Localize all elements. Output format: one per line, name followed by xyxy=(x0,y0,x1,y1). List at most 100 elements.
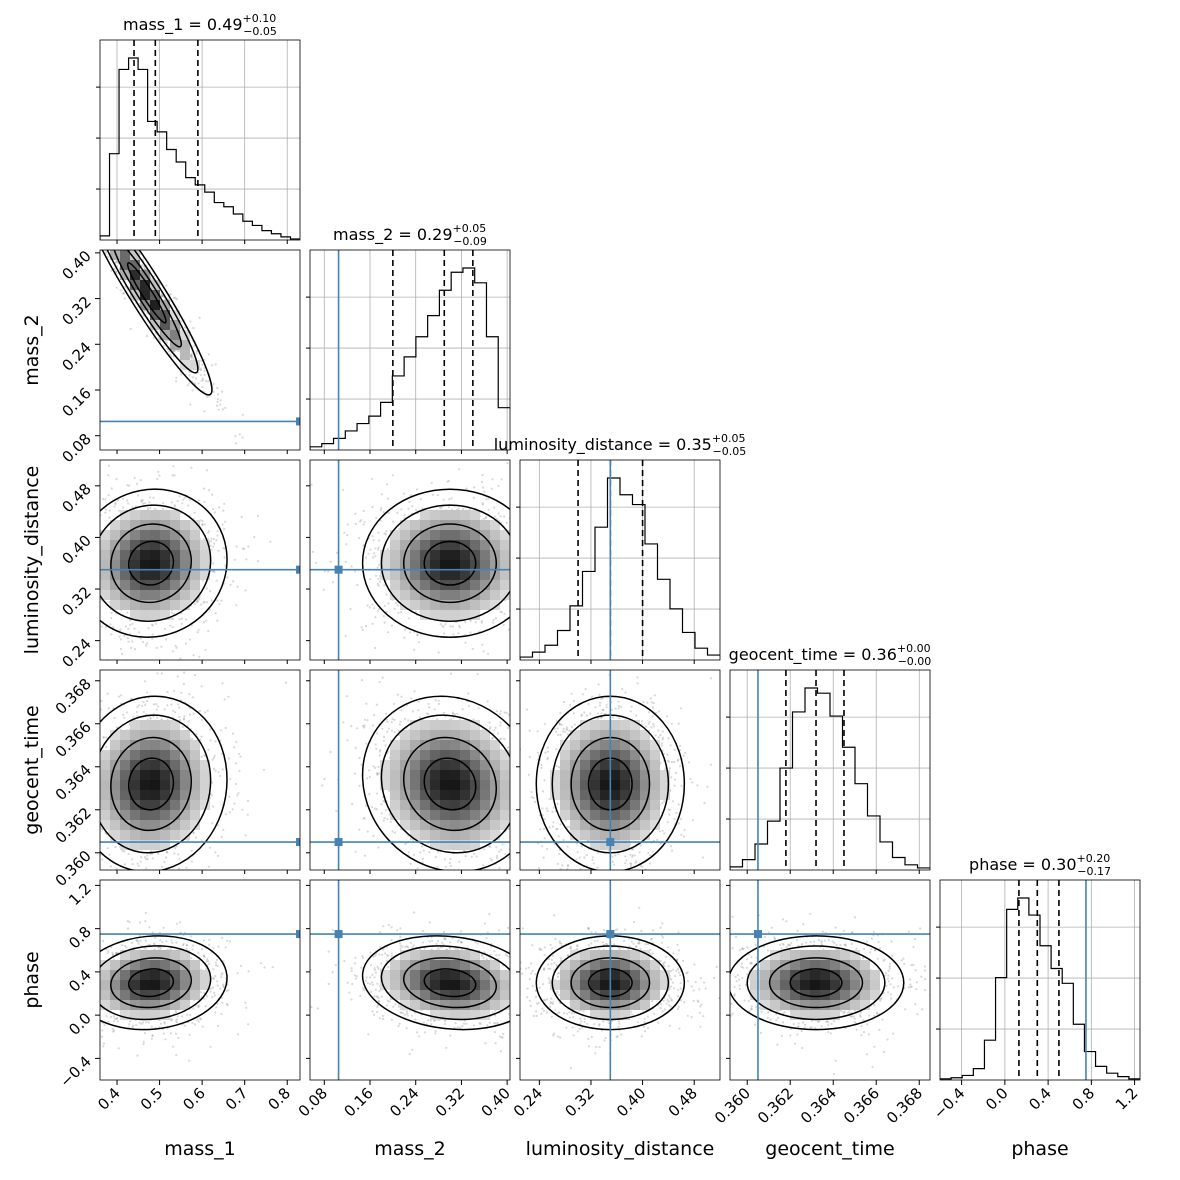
sample-point xyxy=(150,1037,153,1040)
sample-point xyxy=(182,683,185,686)
sample-point xyxy=(223,556,226,559)
sample-point xyxy=(200,735,203,738)
density-cell xyxy=(140,980,150,990)
sample-point xyxy=(87,578,89,580)
sample-point xyxy=(70,964,72,966)
sample-point xyxy=(224,946,227,949)
contour-level-2 xyxy=(111,250,183,348)
sample-point xyxy=(72,797,74,799)
density-cell xyxy=(160,970,170,980)
sample-point xyxy=(90,214,92,216)
sample-point xyxy=(142,700,145,704)
density-cell xyxy=(160,730,170,740)
sample-point xyxy=(175,376,178,379)
sample-point xyxy=(73,193,75,195)
density-shading xyxy=(100,720,210,850)
sample-point xyxy=(105,736,108,739)
sample-point xyxy=(236,972,239,975)
density-cell xyxy=(130,590,140,600)
sample-point xyxy=(112,233,114,235)
sample-point xyxy=(221,523,224,526)
sample-point xyxy=(198,1005,201,1008)
sample-point xyxy=(126,484,129,487)
density-cell xyxy=(100,530,110,540)
sample-point xyxy=(68,179,70,181)
sample-point xyxy=(227,663,229,665)
sample-point xyxy=(71,189,73,191)
sample-point xyxy=(403,492,406,495)
sample-point xyxy=(221,1001,224,1004)
sample-point xyxy=(90,577,92,579)
sample-point xyxy=(365,624,368,628)
sample-point xyxy=(97,226,99,228)
density-cell xyxy=(160,960,170,970)
sample-point xyxy=(121,233,123,235)
sample-point xyxy=(117,1047,120,1050)
sample-point xyxy=(76,565,78,567)
sample-point xyxy=(104,498,107,501)
sample-point xyxy=(180,622,183,625)
sample-point xyxy=(176,661,178,663)
sample-point xyxy=(200,718,204,721)
sample-point xyxy=(127,627,130,630)
density-cell xyxy=(120,770,130,780)
sample-point xyxy=(188,1059,191,1062)
sample-point xyxy=(88,211,90,213)
sample-point xyxy=(183,326,186,329)
sample-point xyxy=(114,248,116,250)
sample-point xyxy=(207,865,211,868)
sample-point xyxy=(139,637,142,640)
sample-point xyxy=(127,502,130,505)
sample-point xyxy=(241,436,244,439)
density-cell xyxy=(160,740,170,750)
sample-point xyxy=(17,93,19,95)
sample-point xyxy=(97,241,99,243)
sample-point xyxy=(129,235,131,237)
sample-point xyxy=(214,363,217,366)
density-cell xyxy=(170,970,180,980)
sample-point xyxy=(193,344,196,347)
sample-point xyxy=(212,545,215,548)
sample-point xyxy=(193,603,196,606)
sample-point xyxy=(124,245,126,247)
sample-point xyxy=(88,557,90,559)
sample-point xyxy=(165,851,169,854)
sample-point xyxy=(202,487,206,490)
density-cell xyxy=(100,560,110,570)
sample-point xyxy=(87,789,89,791)
sample-point xyxy=(188,1033,191,1036)
sample-point xyxy=(97,601,99,603)
sample-point xyxy=(127,640,130,643)
sample-point xyxy=(160,293,163,296)
sample-point xyxy=(101,497,105,501)
sample-point xyxy=(198,499,201,502)
sample-point xyxy=(80,837,82,839)
sample-point xyxy=(115,951,118,955)
sample-point xyxy=(192,1007,195,1010)
sample-point xyxy=(215,539,218,542)
density-cell xyxy=(140,760,150,770)
sample-point xyxy=(101,1029,104,1032)
sample-point xyxy=(211,493,214,496)
sample-point xyxy=(118,635,121,638)
sample-point xyxy=(97,565,99,567)
density-cell xyxy=(140,730,150,740)
density-cell xyxy=(180,350,190,360)
sample-point xyxy=(195,377,198,380)
sample-point xyxy=(216,984,219,987)
sample-point xyxy=(193,1023,196,1026)
sample-point xyxy=(91,619,93,621)
sample-point xyxy=(89,573,91,575)
sample-point xyxy=(173,350,176,353)
sample-point xyxy=(98,1004,100,1006)
density-cell xyxy=(150,770,160,780)
sample-point xyxy=(203,997,206,1000)
sample-point xyxy=(216,386,219,390)
sample-point xyxy=(80,955,82,957)
sample-point xyxy=(103,208,105,210)
sample-point xyxy=(178,715,181,719)
sample-point xyxy=(209,739,212,742)
density-cell xyxy=(130,540,140,550)
sample-point xyxy=(246,813,249,816)
sample-point xyxy=(88,576,90,578)
